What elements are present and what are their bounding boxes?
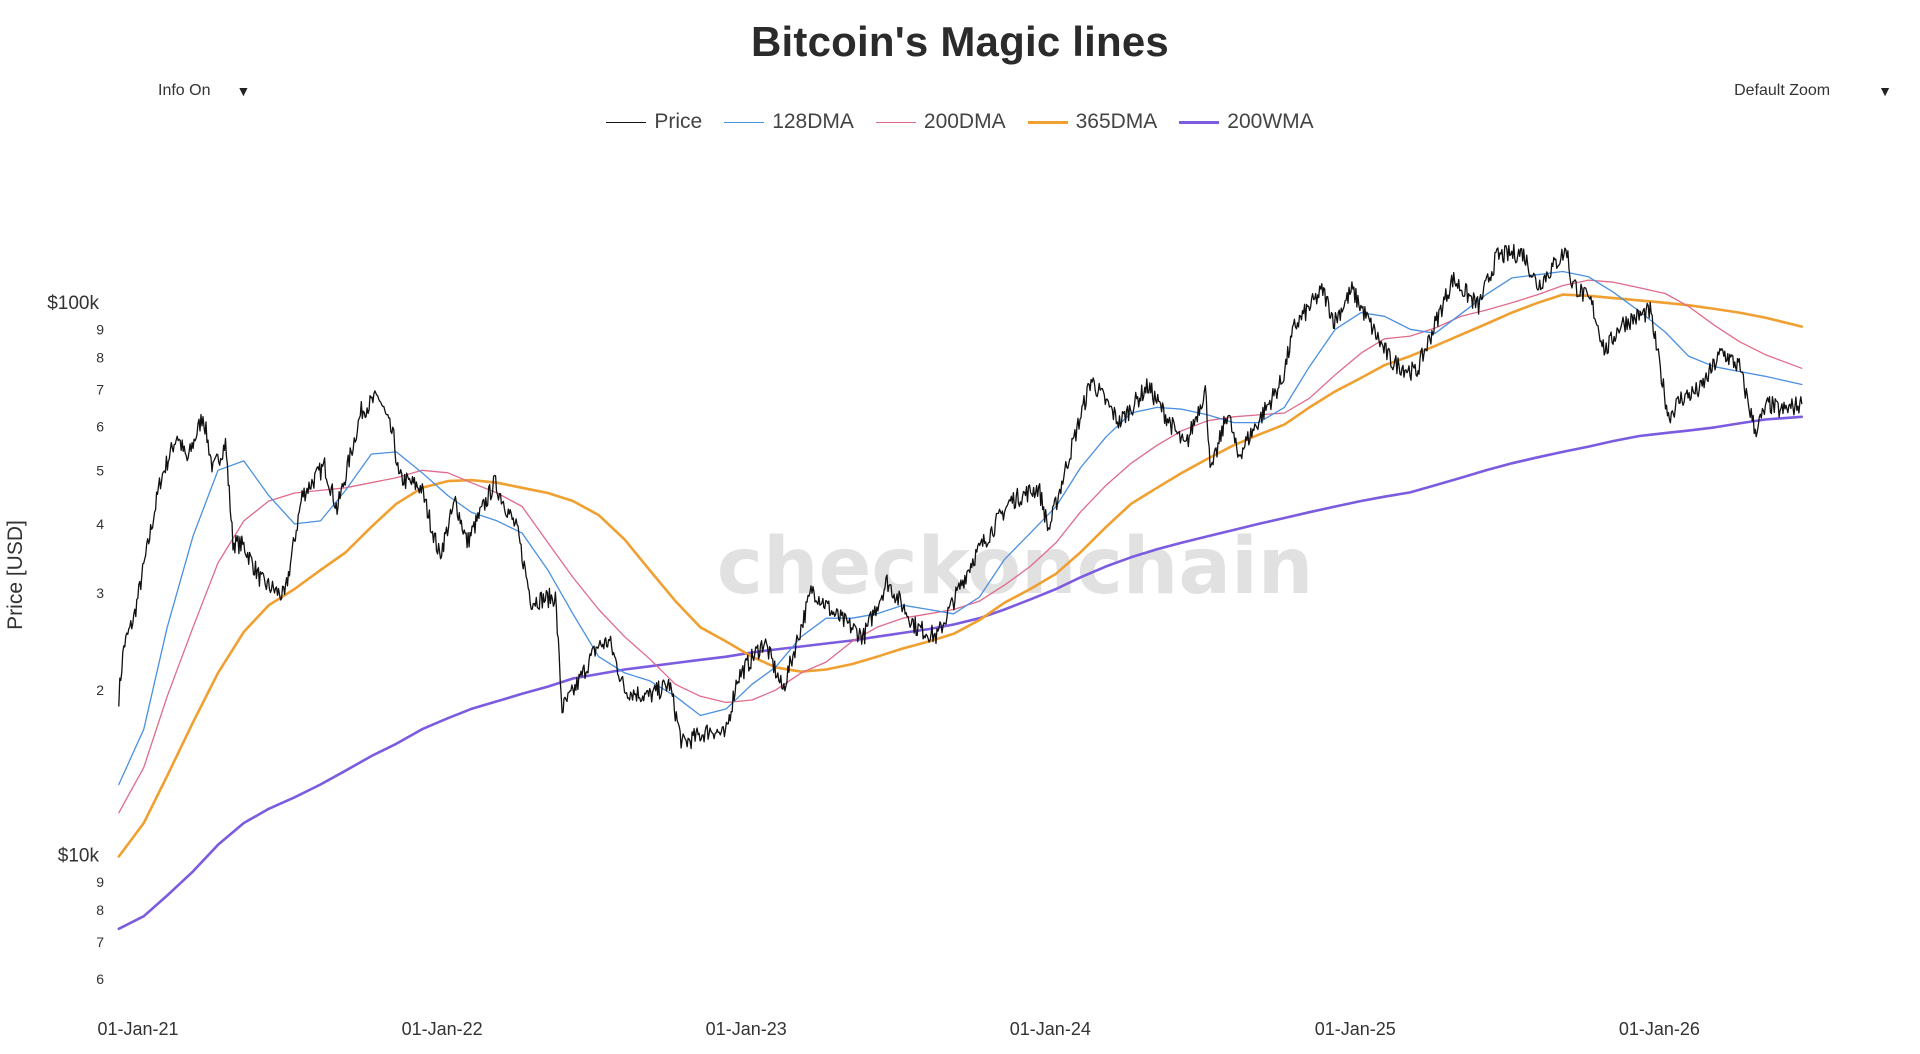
legend-item-365dma[interactable]: 365DMA xyxy=(1027,110,1158,134)
x-axis-ticks: 01-Jan-21 01-Jan-22 01-Jan-23 01-Jan-24 01-J… xyxy=(97,1019,1699,1039)
zoom-dropdown[interactable]: Default Zoom ▼ xyxy=(1734,82,1892,100)
legend-label: 365DMA xyxy=(1075,110,1158,133)
y-tick-label: 9 xyxy=(96,321,104,337)
legend-swatch xyxy=(1027,120,1068,124)
legend-swatch xyxy=(606,121,647,123)
x-tick-label: 01-Jan-24 xyxy=(1010,1019,1091,1039)
legend-label: Price xyxy=(654,110,703,133)
legend-item-200dma[interactable]: 200DMA xyxy=(875,110,1006,134)
y-tick-label: 8 xyxy=(96,350,104,366)
y-axis-ticks: $100k 9 8 7 6 5 4 3 2 $10k 9 8 7 6 xyxy=(47,293,104,987)
y-tick-label: 4 xyxy=(96,516,104,532)
chevron-down-icon: ▼ xyxy=(1878,83,1892,99)
zoom-dropdown-label: Default Zoom xyxy=(1734,82,1831,99)
series-lines xyxy=(117,243,1804,931)
y-tick-label: $10k xyxy=(58,846,100,867)
chart-legend: Price 128DMA 200DMA 365DMA 200WMA xyxy=(0,110,1920,134)
y-tick-label: 7 xyxy=(96,382,104,398)
y-tick-label: 8 xyxy=(96,902,104,918)
legend-swatch xyxy=(1179,120,1220,124)
info-toggle-label: Info On xyxy=(158,82,211,99)
y-tick-label: 3 xyxy=(96,585,104,601)
y-tick-label: $100k xyxy=(47,293,99,314)
legend-item-128dma[interactable]: 128DMA xyxy=(724,110,854,134)
series-line-128dma xyxy=(118,270,1803,786)
legend-item-200wma[interactable]: 200WMA xyxy=(1179,110,1314,134)
y-tick-label: 7 xyxy=(96,934,104,950)
series-line-200wma xyxy=(117,415,1804,931)
legend-label: 200WMA xyxy=(1227,110,1314,133)
y-tick-label: 6 xyxy=(96,419,104,435)
chart-title: Bitcoin's Magic lines xyxy=(751,18,1169,65)
y-tick-label: 6 xyxy=(96,971,104,987)
x-tick-label: 01-Jan-21 xyxy=(97,1019,178,1039)
x-tick-label: 01-Jan-26 xyxy=(1619,1019,1700,1039)
legend-label: 128DMA xyxy=(772,110,854,133)
y-tick-label: 9 xyxy=(96,874,104,890)
y-tick-label: 2 xyxy=(96,682,104,698)
x-tick-label: 01-Jan-25 xyxy=(1315,1019,1396,1039)
legend-label: 200DMA xyxy=(923,110,1006,133)
info-toggle-dropdown[interactable]: Info On ▼ xyxy=(158,82,250,100)
chevron-down-icon: ▼ xyxy=(236,83,251,99)
legend-item-price[interactable]: Price xyxy=(606,110,702,134)
series-line-price xyxy=(118,243,1803,750)
x-tick-label: 01-Jan-22 xyxy=(402,1019,483,1039)
x-tick-label: 01-Jan-23 xyxy=(706,1019,787,1039)
legend-swatch xyxy=(875,121,916,123)
y-tick-label: 5 xyxy=(96,462,104,478)
legend-swatch xyxy=(724,121,765,123)
series-line-365dma xyxy=(117,293,1804,858)
